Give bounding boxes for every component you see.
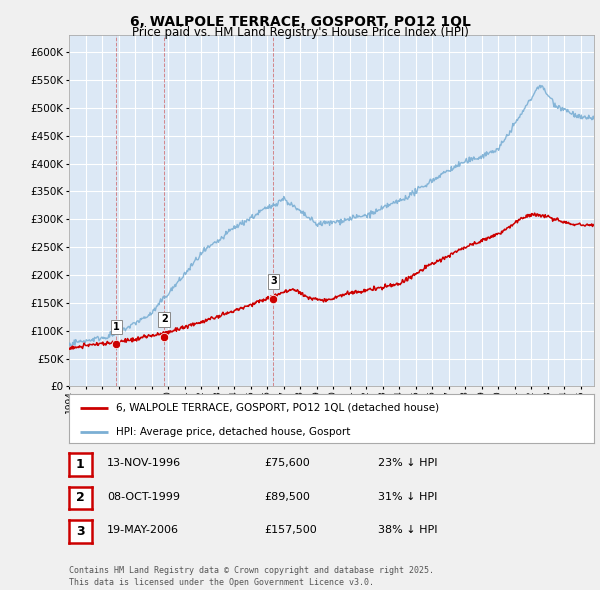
Text: 3: 3	[76, 525, 85, 538]
Text: 31% ↓ HPI: 31% ↓ HPI	[378, 492, 437, 502]
Text: 3: 3	[270, 277, 277, 286]
Text: Price paid vs. HM Land Registry's House Price Index (HPI): Price paid vs. HM Land Registry's House …	[131, 26, 469, 39]
Text: 6, WALPOLE TERRACE, GOSPORT, PO12 1QL: 6, WALPOLE TERRACE, GOSPORT, PO12 1QL	[130, 15, 470, 29]
Text: HPI: Average price, detached house, Gosport: HPI: Average price, detached house, Gosp…	[116, 427, 350, 437]
Text: 1: 1	[113, 322, 120, 332]
Text: Contains HM Land Registry data © Crown copyright and database right 2025.
This d: Contains HM Land Registry data © Crown c…	[69, 566, 434, 587]
Text: 6, WALPOLE TERRACE, GOSPORT, PO12 1QL (detached house): 6, WALPOLE TERRACE, GOSPORT, PO12 1QL (d…	[116, 402, 439, 412]
Text: £75,600: £75,600	[264, 458, 310, 468]
Text: 08-OCT-1999: 08-OCT-1999	[107, 492, 180, 502]
Text: £89,500: £89,500	[264, 492, 310, 502]
Text: 23% ↓ HPI: 23% ↓ HPI	[378, 458, 437, 468]
Text: 19-MAY-2006: 19-MAY-2006	[107, 526, 179, 535]
Text: 2: 2	[76, 491, 85, 504]
Text: 2: 2	[161, 314, 167, 325]
Text: 1: 1	[76, 458, 85, 471]
Text: £157,500: £157,500	[264, 526, 317, 535]
Text: 38% ↓ HPI: 38% ↓ HPI	[378, 526, 437, 535]
Text: 13-NOV-1996: 13-NOV-1996	[107, 458, 181, 468]
